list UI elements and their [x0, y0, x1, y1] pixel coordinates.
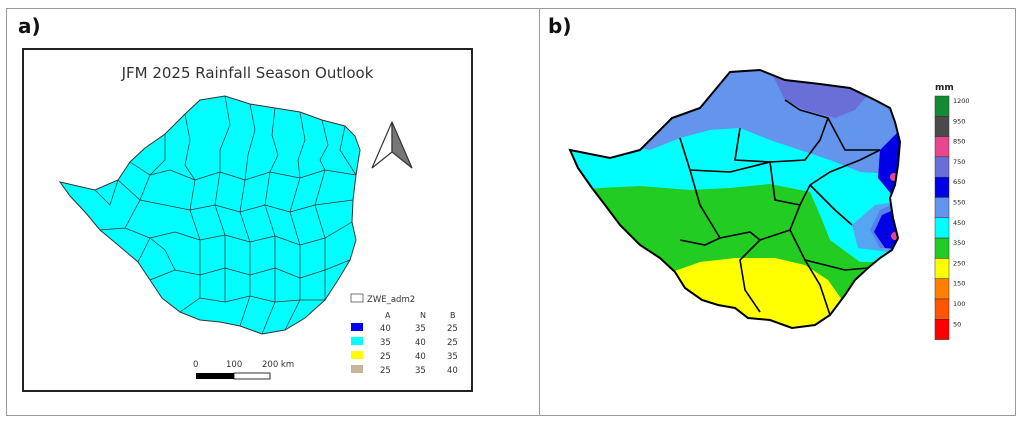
- colorbar-label-50: 50: [953, 320, 961, 328]
- legend-row4-a: 25: [380, 366, 391, 376]
- legend-header-n: N: [420, 311, 426, 320]
- colorbar-label-250: 250: [953, 259, 965, 267]
- colorbar-label-750: 750: [953, 158, 965, 166]
- colorbar-label-650: 650: [953, 178, 965, 186]
- legend-row3-a: 25: [380, 352, 391, 362]
- colorbar-label-850: 850: [953, 138, 965, 146]
- colorbar-label-100: 100: [953, 300, 965, 308]
- legend-swatch-blue: [351, 323, 363, 331]
- colorbar-swatch-450: [934, 217, 950, 239]
- colorbar-label-950: 950: [953, 117, 965, 125]
- colorbar-label-150: 150: [953, 280, 965, 288]
- legend-row1-a: 40: [380, 324, 391, 334]
- legend-row3-n: 40: [415, 352, 426, 362]
- zimbabwe-map-a: [58, 95, 361, 335]
- panel-divider: [539, 8, 540, 416]
- legend-row3-b: 35: [447, 352, 458, 362]
- north-arrow-icon: [371, 121, 413, 169]
- legend-header-a: A: [385, 311, 391, 320]
- colorbar-label-1200: 1200: [953, 97, 970, 105]
- colorbar-swatch-100: [934, 298, 950, 320]
- scale-bar: 0 100 200 km: [193, 360, 294, 380]
- colorbar-swatch-50: [934, 319, 950, 340]
- legend-header-b: B: [450, 311, 456, 320]
- district-boundaries-a: [94, 95, 357, 335]
- legend-swatch-cyan: [351, 337, 363, 345]
- legend-row2-n: 40: [415, 338, 426, 348]
- legend-row4-n: 35: [415, 366, 426, 376]
- legend-swatch-yellow: [351, 351, 363, 359]
- figure-frame: [6, 8, 1016, 416]
- colorbar-unit: mm: [935, 83, 954, 93]
- panel-b-label: b): [548, 14, 572, 38]
- colorbar-swatch-550: [934, 197, 950, 219]
- colorbar-swatch-1200: [934, 95, 950, 117]
- scale-label-0: 0: [193, 360, 198, 370]
- legend-row2-b: 25: [447, 338, 458, 348]
- legend-row1-b: 25: [447, 324, 458, 334]
- colorbar-swatch-650: [934, 176, 950, 198]
- panel-a-label: a): [18, 14, 41, 38]
- map-title: JFM 2025 Rainfall Season Outlook: [121, 64, 374, 82]
- colorbar-label-550: 550: [953, 199, 965, 207]
- legend-row2-a: 35: [380, 338, 391, 348]
- scale-label-200: 200 km: [262, 360, 294, 370]
- colorbar: 1200 950 850 750 650 550 450 350 250 150 100 50: [934, 95, 970, 340]
- legend-row1-n: 35: [415, 324, 426, 334]
- legend-layer-name: ZWE_adm2: [367, 295, 415, 305]
- legend-swatch-tan: [351, 365, 363, 373]
- colorbar-swatch-150: [934, 278, 950, 300]
- colorbar-swatch-950: [934, 116, 950, 137]
- colorbar-swatch-750: [934, 156, 950, 178]
- colorbar-label-450: 450: [953, 219, 965, 227]
- colorbar-label-350: 350: [953, 239, 965, 247]
- rainfall-map-b: [568, 68, 902, 330]
- legend-row4-b: 40: [447, 366, 458, 376]
- colorbar-swatch-850: [934, 136, 950, 158]
- legend-a: ZWE_adm2 A N B 40 35 25 35 40 25 25 40 3…: [350, 293, 458, 376]
- colorbar-swatch-250: [934, 258, 950, 279]
- scale-label-100: 100: [226, 360, 242, 370]
- colorbar-swatch-350: [934, 237, 950, 259]
